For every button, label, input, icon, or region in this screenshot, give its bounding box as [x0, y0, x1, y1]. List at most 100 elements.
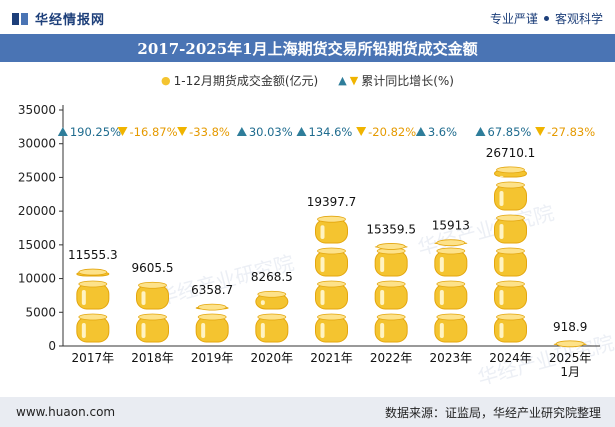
- x-tick-label: 2017年: [72, 351, 115, 365]
- x-tick-label: 2021年: [310, 351, 353, 365]
- coin-rim: [496, 214, 525, 222]
- coin-body: [76, 316, 110, 343]
- coin-segment: [136, 281, 169, 310]
- bar-value-label: 26710.1: [486, 146, 536, 160]
- growth-label: -20.82%: [368, 125, 416, 139]
- coin-shine: [439, 257, 444, 272]
- coin-segment: [374, 243, 408, 250]
- y-tick-label: 5000: [25, 305, 56, 319]
- coin-rim: [496, 313, 525, 321]
- up-triangle-icon: ▲: [338, 73, 347, 87]
- coin-shine: [499, 224, 504, 239]
- growth-down-arrow-icon: [356, 127, 367, 136]
- bar-value-label: 6358.7: [191, 283, 233, 297]
- growth-up-arrow-icon: [236, 127, 247, 136]
- growth-down-arrow-icon: [535, 127, 546, 136]
- legend-item-growth: ▲ ▼ 累计同比增长(%): [338, 72, 454, 89]
- coin-rim: [138, 313, 167, 321]
- coin-rim: [436, 280, 466, 288]
- bar-value-label: 15913: [432, 219, 470, 233]
- coin-shine: [141, 291, 146, 305]
- growth-down-arrow-icon: [117, 127, 128, 136]
- coin-body: [315, 250, 348, 277]
- coin-shine: [320, 290, 325, 305]
- coin-rim: [317, 247, 346, 255]
- tagline: 专业严谨 客观科学: [490, 10, 603, 27]
- coin-segment: [374, 280, 408, 310]
- coin-segment: [195, 303, 229, 311]
- coin-shine: [499, 290, 504, 305]
- coin-rim: [436, 313, 466, 321]
- coin-shine: [320, 225, 325, 239]
- coin-body: [315, 316, 348, 343]
- legend-amount-label: 1-12月期货成交金额(亿元): [173, 73, 319, 88]
- x-tick-label: 1月: [560, 365, 580, 379]
- coin-rim: [555, 340, 585, 348]
- y-tick-label: 35000: [18, 103, 56, 117]
- coin-rim: [78, 280, 108, 288]
- logo-icon: [12, 12, 28, 25]
- growth-up-arrow-icon: [57, 127, 68, 136]
- bar-value-label: 15359.5: [366, 222, 416, 236]
- coin-body: [434, 250, 468, 277]
- growth-label: -33.8%: [189, 125, 230, 139]
- down-triangle-icon: ▼: [349, 73, 359, 87]
- coin-rim: [257, 290, 287, 298]
- coin-rim: [496, 166, 525, 174]
- coin-rim: [496, 181, 525, 189]
- coin-shine: [141, 323, 146, 338]
- coin-body: [494, 250, 527, 277]
- coin-rim: [436, 239, 466, 247]
- coin-body: [434, 283, 468, 310]
- coin-body: [494, 283, 527, 310]
- coin-shine: [439, 290, 444, 305]
- x-tick-label: 2018年: [131, 351, 174, 365]
- y-tick-label: 0: [48, 339, 56, 353]
- coin-rim: [78, 268, 108, 276]
- growth-label: 30.03%: [249, 125, 293, 139]
- coin-body: [136, 284, 169, 310]
- coin-rim: [376, 280, 406, 288]
- coin-shine: [81, 290, 86, 305]
- bar-value-label: 9605.5: [132, 261, 174, 275]
- coin-segment: [315, 313, 348, 343]
- coin-segment: [494, 166, 527, 178]
- coin-segment: [195, 313, 229, 343]
- data-source: 数据来源：证监局，华经产业研究院整理: [384, 405, 601, 420]
- coin-body: [374, 250, 408, 277]
- website-link[interactable]: www.huaon.com: [16, 405, 116, 419]
- y-tick-label: 15000: [18, 238, 56, 252]
- coin-body: [315, 283, 348, 310]
- chart-title: 2017-2025年1月上海期货交易所铅期货成交金额: [137, 39, 478, 58]
- x-tick-label: 2025年: [549, 351, 592, 365]
- coin-segment: [136, 313, 169, 343]
- bar-chart: 华经产业研究院华经产业研究院华经产业研究院0500010000150002000…: [18, 103, 615, 390]
- site-logo[interactable]: 华经情报网: [12, 9, 105, 28]
- coin-shine: [499, 323, 504, 338]
- footer: www.huaon.com 数据来源：证监局，华经产业研究院整理: [0, 397, 615, 427]
- bar-value-label: 918.9: [553, 320, 587, 334]
- tagline-1: 专业严谨: [489, 12, 538, 26]
- growth-label: 3.6%: [428, 125, 457, 139]
- x-tick-label: 2024年: [489, 351, 532, 365]
- separator-dot-icon: [543, 16, 549, 21]
- coin-segment: [315, 247, 348, 277]
- coin-shine: [499, 257, 504, 272]
- coin-segment: [374, 313, 408, 343]
- coin-body: [494, 217, 527, 244]
- growth-down-arrow-icon: [177, 127, 188, 136]
- growth-up-arrow-icon: [415, 127, 426, 136]
- coin-segment: [76, 313, 110, 343]
- coin-segment: [494, 313, 527, 343]
- coin-body: [255, 316, 289, 343]
- growth-up-arrow-icon: [475, 127, 486, 136]
- coin-shine: [81, 323, 86, 338]
- coin-rim: [317, 280, 346, 288]
- coin-segment: [374, 247, 408, 277]
- coin-shine: [260, 323, 265, 338]
- chart-legend: ● 1-12月期货成交金额(亿元) ▲ ▼ 累计同比增长(%): [0, 70, 615, 90]
- coin-rim: [496, 247, 525, 255]
- growth-label: -16.87%: [130, 125, 178, 139]
- site-name: 华经情报网: [35, 13, 106, 28]
- coin-shine: [380, 290, 385, 305]
